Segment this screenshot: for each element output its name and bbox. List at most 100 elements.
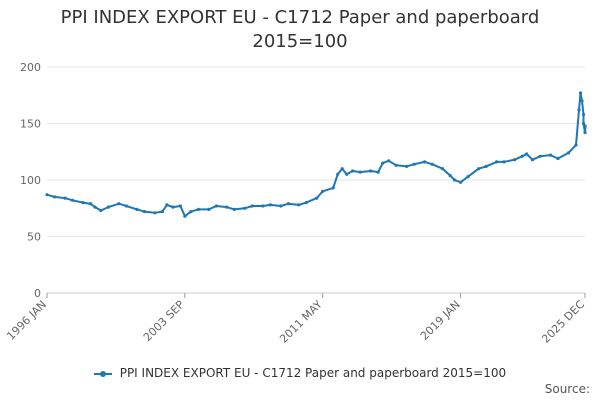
- series-point[interactable]: [583, 124, 587, 128]
- series-point[interactable]: [477, 167, 481, 171]
- series-point[interactable]: [135, 207, 139, 211]
- series-point[interactable]: [502, 160, 506, 164]
- series-point[interactable]: [530, 158, 535, 162]
- series-point[interactable]: [207, 207, 211, 211]
- series-point[interactable]: [63, 196, 67, 200]
- series-point[interactable]: [358, 170, 362, 174]
- series-point[interactable]: [81, 201, 85, 205]
- series-point[interactable]: [178, 204, 182, 208]
- series-point[interactable]: [189, 210, 193, 214]
- series-point[interactable]: [345, 172, 349, 176]
- y-axis: 0 50 100 150 200: [20, 61, 41, 300]
- series-point[interactable]: [556, 156, 560, 161]
- series-point[interactable]: [376, 170, 380, 174]
- series-point[interactable]: [160, 210, 164, 214]
- series-point[interactable]: [578, 91, 583, 95]
- series-point[interactable]: [70, 198, 75, 202]
- series-point[interactable]: [268, 203, 272, 207]
- series-point[interactable]: [214, 204, 218, 208]
- x-tick-label: 2003 SEP: [141, 298, 187, 344]
- series-point[interactable]: [581, 112, 586, 117]
- source-label: Source:: [544, 382, 590, 396]
- series-point[interactable]: [448, 173, 452, 178]
- y-tick-label: 100: [20, 174, 41, 187]
- series-point[interactable]: [225, 205, 229, 209]
- series-point[interactable]: [430, 162, 434, 166]
- series-point[interactable]: [304, 201, 308, 205]
- y-tick-label: 50: [27, 231, 41, 244]
- series-point[interactable]: [381, 161, 385, 165]
- series-point[interactable]: [243, 206, 247, 210]
- x-tick-label: 1996 JAN: [4, 298, 49, 343]
- series-layer: [45, 91, 587, 218]
- series-point[interactable]: [340, 167, 344, 171]
- series-point[interactable]: [117, 202, 121, 206]
- series-point[interactable]: [279, 204, 283, 208]
- series-point[interactable]: [196, 207, 200, 211]
- series-point[interactable]: [315, 196, 319, 200]
- y-tick-label: 0: [34, 287, 41, 300]
- x-axis: 1996 JAN 2003 SEP 2011 MAY 2019 JAN 2025 DEC: [4, 293, 587, 346]
- series-point[interactable]: [336, 172, 340, 176]
- x-tick-label: 2019 JAN: [418, 298, 463, 343]
- series-point[interactable]: [495, 160, 499, 164]
- series-point[interactable]: [484, 164, 488, 168]
- series-point[interactable]: [423, 160, 427, 164]
- legend-swatch-icon: [93, 369, 112, 379]
- series-point[interactable]: [525, 152, 529, 156]
- series-point[interactable]: [183, 214, 187, 218]
- series-point[interactable]: [171, 205, 175, 209]
- series-point[interactable]: [566, 151, 571, 155]
- series-point[interactable]: [369, 169, 373, 173]
- series-point[interactable]: [286, 202, 290, 206]
- series-point[interactable]: [261, 204, 265, 208]
- series-point[interactable]: [405, 164, 409, 168]
- legend[interactable]: PPI INDEX EXPORT EU - C1712 Paper and pa…: [0, 366, 600, 380]
- series-point[interactable]: [459, 180, 463, 184]
- series-point[interactable]: [538, 154, 542, 158]
- series-point[interactable]: [581, 121, 586, 126]
- series-point[interactable]: [441, 167, 445, 171]
- series-point[interactable]: [351, 169, 355, 173]
- chart-title-block: PPI INDEX EXPORT EU - C1712 Paper and pa…: [0, 6, 600, 54]
- series-point[interactable]: [99, 208, 103, 213]
- series-point[interactable]: [93, 205, 97, 209]
- chart-title: PPI INDEX EXPORT EU - C1712 Paper and pa…: [60, 7, 540, 28]
- x-tick-label: 2011 MAY: [277, 298, 325, 346]
- series-point[interactable]: [583, 130, 587, 135]
- series-point[interactable]: [124, 204, 128, 208]
- series-point[interactable]: [453, 178, 457, 182]
- series-point[interactable]: [394, 163, 398, 167]
- series-point[interactable]: [513, 158, 517, 162]
- grid-layer: [47, 66, 585, 294]
- series-point[interactable]: [142, 210, 146, 214]
- series-point[interactable]: [165, 203, 169, 207]
- y-tick-label: 200: [20, 61, 41, 74]
- series-point[interactable]: [580, 99, 584, 103]
- series-point[interactable]: [331, 186, 335, 190]
- series-point[interactable]: [583, 126, 587, 130]
- x-tick-label: 2025 DEC: [539, 298, 587, 346]
- series-point[interactable]: [412, 162, 416, 166]
- series-point[interactable]: [297, 203, 301, 207]
- legend-label: PPI INDEX EXPORT EU - C1712 Paper and pa…: [119, 366, 507, 380]
- series-point[interactable]: [106, 205, 110, 209]
- series-point[interactable]: [466, 175, 470, 179]
- series-point[interactable]: [88, 202, 93, 206]
- series-point[interactable]: [52, 195, 57, 199]
- series-point[interactable]: [548, 153, 553, 157]
- series-point[interactable]: [153, 211, 157, 215]
- series-line: [46, 92, 586, 218]
- series-point[interactable]: [321, 189, 325, 193]
- series-point[interactable]: [250, 204, 254, 208]
- series-point[interactable]: [520, 154, 524, 158]
- series-point[interactable]: [45, 193, 49, 197]
- series-point[interactable]: [387, 159, 391, 163]
- series-point[interactable]: [574, 143, 578, 147]
- series-point[interactable]: [577, 108, 581, 112]
- y-tick-label: 150: [20, 118, 41, 131]
- series-point[interactable]: [232, 207, 236, 211]
- chart-subtitle: 2015=100: [252, 31, 348, 52]
